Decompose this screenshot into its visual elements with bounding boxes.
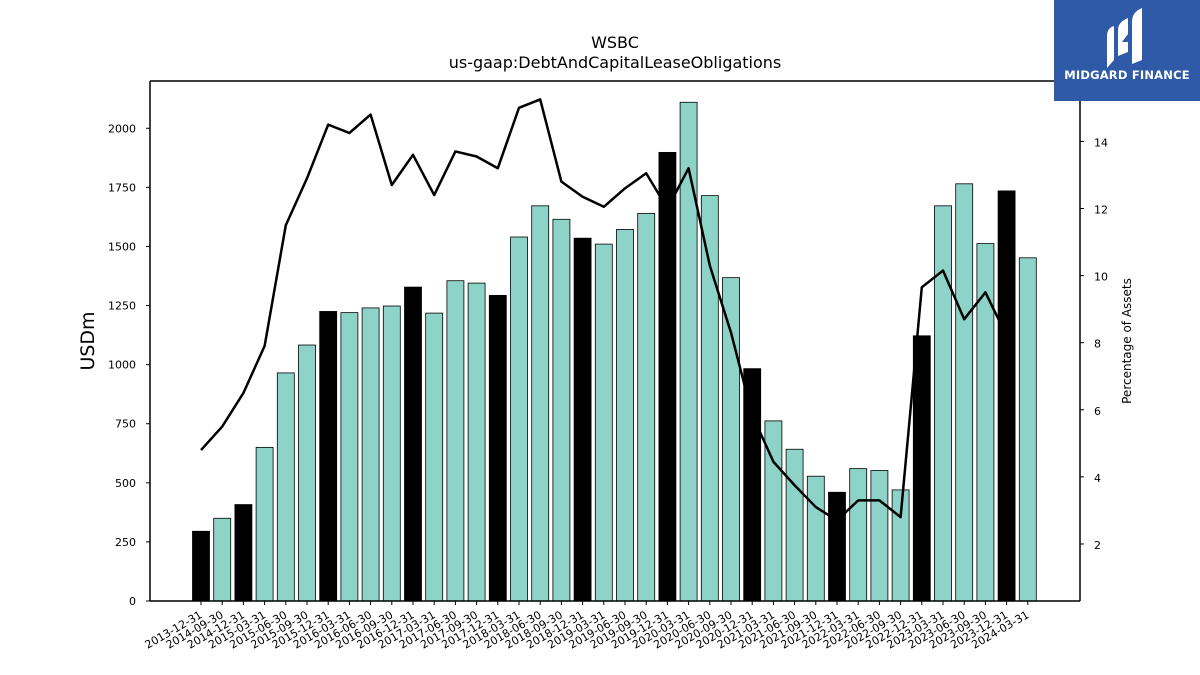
bar: [849, 468, 868, 602]
bar: [234, 504, 253, 602]
chart-subtitle: us-gaap:DebtAndCapitalLeaseObligations: [449, 53, 782, 72]
bar: [467, 282, 486, 602]
brand-logo: MIDGARD FINANCE: [1054, 0, 1200, 101]
bar: [870, 470, 889, 602]
left-ticks-group: 0 250 500 750 1000 1250 1500 1750 2000: [108, 122, 150, 608]
y-tick-label: 500: [115, 477, 136, 490]
y-right-tick-label: 2: [1094, 539, 1101, 552]
bar: [955, 183, 974, 602]
bar: [912, 335, 931, 602]
y-right-tick-label: 6: [1094, 405, 1101, 418]
bar: [934, 205, 952, 602]
bar: [700, 195, 719, 602]
bar: [637, 212, 656, 602]
y-tick-label: 1500: [108, 240, 136, 253]
bar: [806, 475, 825, 602]
bar: [255, 446, 274, 602]
y-axis-label-right: Percentage of Assets: [1120, 278, 1134, 404]
y-tick-label: 1750: [108, 181, 136, 194]
bar: [616, 229, 634, 602]
bar: [488, 294, 507, 602]
y-right-tick-label: 10: [1094, 271, 1108, 284]
bar: [976, 243, 995, 602]
x-ticks-group: 2013-12-312014-09-302014-12-312015-03-31…: [143, 601, 1031, 652]
bar: [340, 312, 359, 602]
bar: [573, 237, 592, 602]
brand-name: MIDGARD FINANCE: [1064, 68, 1190, 82]
bar: [658, 151, 677, 602]
bar: [828, 491, 846, 602]
y-tick-label: 750: [115, 418, 136, 431]
y-tick-label: 250: [115, 536, 136, 549]
y-tick-label: 2000: [108, 122, 136, 135]
bar: [192, 530, 210, 602]
line-group: [200, 98, 1008, 522]
bar: [1018, 257, 1037, 602]
bar: [446, 280, 465, 602]
y-tick-label: 1250: [108, 300, 136, 313]
bar: [594, 243, 613, 602]
bar: [510, 236, 528, 602]
y-tick-label: 0: [129, 595, 136, 608]
y-right-tick-label: 8: [1094, 338, 1101, 351]
bar: [531, 205, 550, 602]
bar: [997, 190, 1016, 602]
midgard-logo-mark-icon: [1107, 8, 1142, 68]
bar: [298, 344, 316, 602]
right-ticks-group: 2 4 6 8 10 12 14: [1080, 136, 1108, 552]
bar: [361, 307, 380, 602]
bar: [552, 218, 571, 602]
bar: [425, 312, 444, 602]
y-axis-label-left: USDm: [77, 311, 99, 370]
y-tick-label: 1000: [108, 359, 136, 372]
y-right-tick-label: 12: [1094, 203, 1108, 216]
bar: [382, 305, 401, 602]
bar: [319, 311, 338, 602]
bar: [785, 448, 804, 602]
series-line: [200, 98, 1008, 522]
bar: [722, 277, 740, 602]
bar: [276, 372, 295, 602]
bar: [213, 517, 232, 602]
y-right-tick-label: 4: [1094, 472, 1101, 485]
bar: [743, 368, 762, 602]
bar: [404, 286, 422, 602]
y-right-tick-label: 14: [1094, 136, 1108, 149]
axes-group: [149, 80, 1081, 602]
chart-title: WSBC: [591, 33, 639, 52]
bars-group: [192, 101, 1037, 602]
